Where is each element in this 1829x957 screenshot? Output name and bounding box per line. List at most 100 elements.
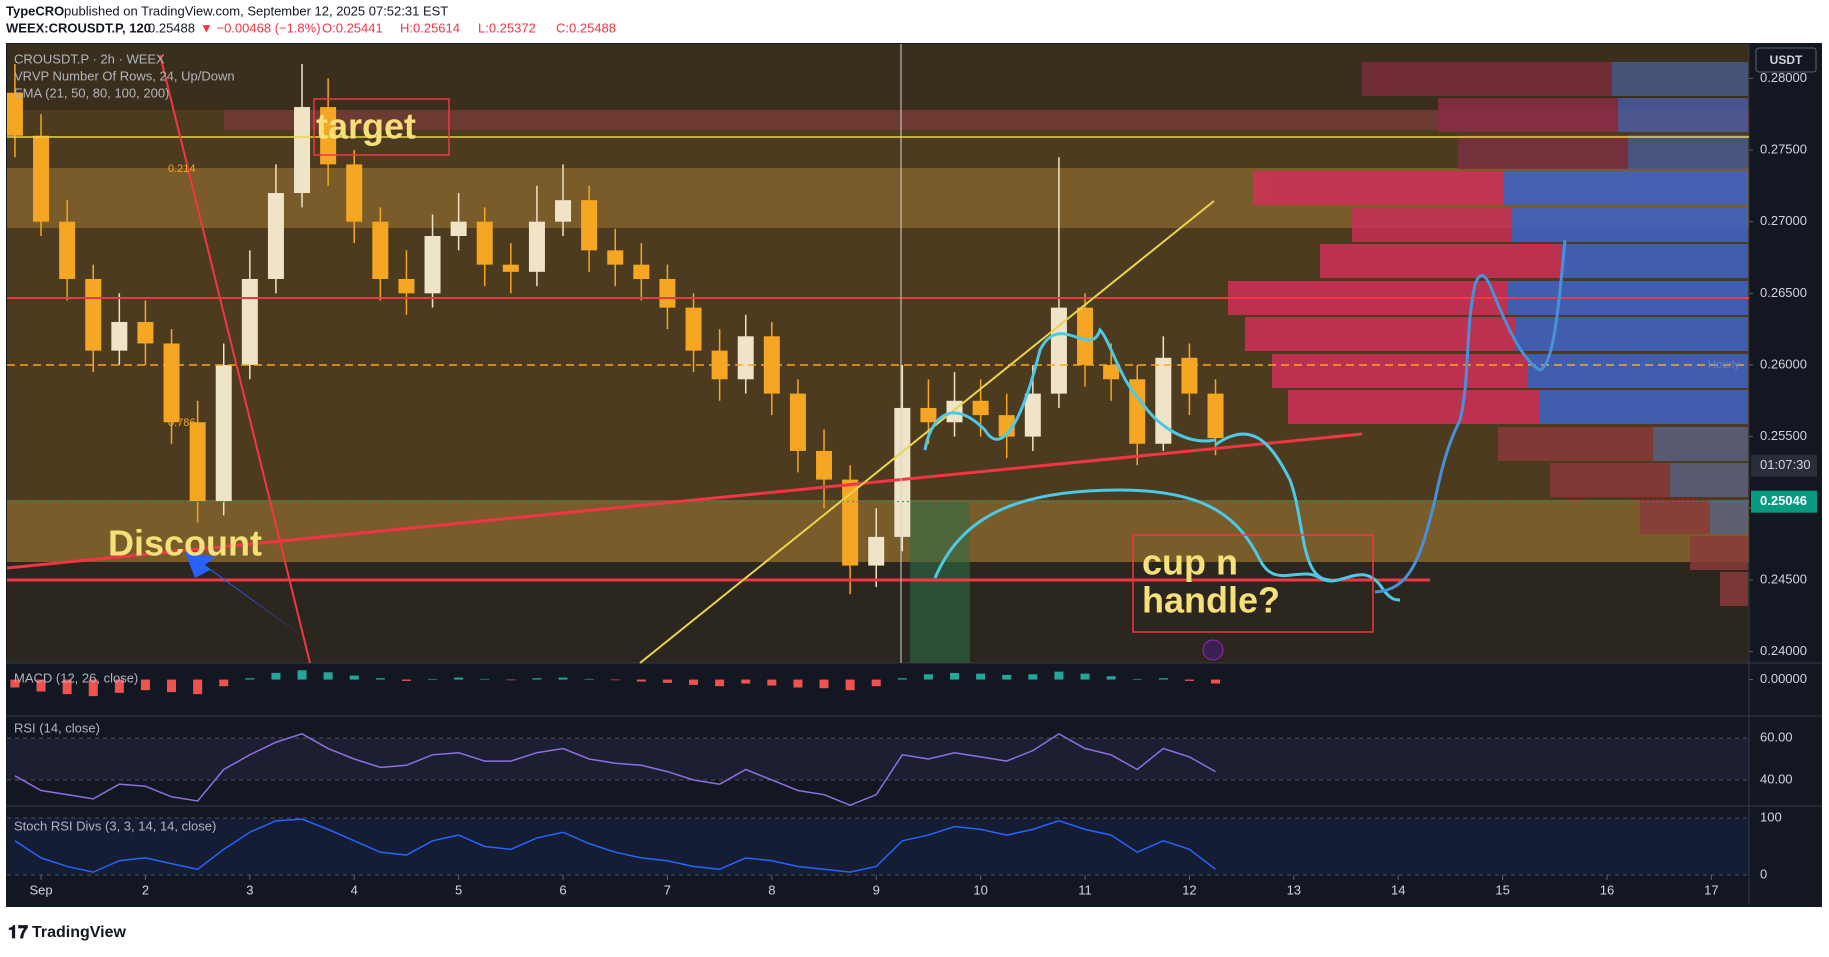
macd-bar: [1080, 673, 1090, 680]
candle-body: [1024, 393, 1041, 437]
macd-bar: [767, 679, 777, 686]
candle-body: [737, 336, 754, 380]
candle-body: [33, 135, 50, 222]
candle-body: [59, 221, 76, 279]
macd-bar: [1211, 679, 1221, 684]
candle-body: [241, 278, 258, 365]
x-tick-label: 2: [142, 882, 149, 897]
macd-bar: [114, 679, 124, 693]
vp-row: [1670, 463, 1748, 497]
candle-body: [215, 364, 232, 502]
y-tick-label: 0.26000: [1760, 356, 1807, 371]
vp-row: [1458, 135, 1628, 169]
annotation: handle?: [1142, 580, 1280, 621]
vp-row: [1245, 317, 1515, 351]
macd-bar: [584, 678, 594, 680]
vp-row: [1515, 317, 1748, 351]
macd-bar: [506, 679, 516, 681]
change: ▼ −0.00468 (−1.8%): [200, 20, 321, 35]
macd-bar: [10, 679, 20, 688]
trend-line: [159, 54, 311, 664]
annotation: cup n: [1142, 542, 1238, 583]
y-tick-label: 0.24000: [1760, 643, 1807, 658]
zone: [910, 502, 970, 663]
candle-body: [424, 236, 441, 294]
vp-row: [1562, 244, 1748, 278]
pane-title: Stoch RSI Divs (3, 3, 14, 14, close): [14, 818, 216, 833]
macd-bar: [636, 679, 646, 682]
vp-row: [1640, 500, 1710, 534]
x-tick-label: 15: [1495, 882, 1509, 897]
macd-bar: [323, 672, 333, 680]
candle-body: [1207, 393, 1224, 439]
pane-band: [7, 817, 1749, 875]
candle-body: [868, 536, 885, 566]
x-tick-label: Sep: [29, 882, 52, 897]
legend-text: EMA (21, 50, 80, 100, 200): [14, 85, 169, 100]
macd-bar: [558, 677, 568, 680]
wave-drawing: [923, 327, 1216, 451]
event-icon: [1202, 639, 1224, 661]
candle-body: [972, 400, 989, 416]
trend-line: [6, 432, 1363, 570]
macd-bar: [1002, 674, 1012, 680]
macd-bar: [532, 678, 542, 680]
candle-body: [294, 107, 311, 194]
vp-row: [1362, 62, 1612, 96]
candle-body: [816, 450, 833, 480]
vp-row: [1503, 171, 1748, 205]
y-tick-label: 0.27000: [1760, 213, 1807, 228]
currency-button[interactable]: [1755, 47, 1817, 73]
annotation: target: [316, 106, 416, 147]
macd-bar: [793, 679, 803, 688]
candle-body: [894, 407, 911, 537]
macd-bar: [662, 679, 672, 683]
x-tick-label: 11: [1078, 882, 1092, 897]
symbol: WEEX:CROUSDT.P, 120: [6, 20, 151, 35]
macd-bar: [871, 679, 881, 687]
vp-row: [1690, 536, 1748, 570]
candle-body: [1077, 307, 1094, 365]
vp-row: [1253, 171, 1503, 205]
candle-body: [659, 278, 676, 308]
candle-body: [1181, 357, 1198, 394]
legend-text: CROUSDT.P · 2h · WEEX: [14, 51, 165, 66]
candle-body: [189, 422, 206, 502]
x-tick-label: 16: [1600, 882, 1614, 897]
cup-box: [1132, 534, 1374, 633]
handle-drawing: [1214, 432, 1331, 582]
candle-body: [137, 321, 154, 344]
indicator-line: [14, 732, 1216, 806]
y-tick-label: 100: [1760, 809, 1782, 824]
y-tick-label: 0.24500: [1760, 571, 1807, 586]
vp-row: [1272, 354, 1527, 388]
macd-bar: [845, 679, 855, 691]
macd-bar: [1184, 679, 1194, 681]
candle-body: [842, 479, 859, 566]
projection-drawing: [1374, 239, 1567, 594]
macd-bar: [88, 679, 98, 697]
macd-bar: [193, 679, 203, 695]
x-tick-label: 13: [1287, 882, 1301, 897]
candle-body: [398, 278, 415, 294]
target-box: [313, 98, 450, 156]
x-tick-label: 8: [768, 882, 775, 897]
macd-bar: [923, 674, 933, 680]
published: published on TradingView.com, September …: [64, 3, 448, 18]
zone: [7, 562, 1749, 663]
macd-bar: [1054, 671, 1064, 680]
brand: TradingView: [32, 924, 127, 941]
vp-row: [1612, 62, 1748, 96]
ohlc: L:0.25372: [478, 20, 536, 35]
zone: [224, 110, 1749, 130]
macd-bar: [1106, 676, 1116, 680]
currency[interactable]: USDT: [1770, 53, 1803, 67]
vp-row: [1550, 463, 1670, 497]
cup-drawing: [933, 488, 1401, 602]
countdown-tag: [1751, 454, 1817, 477]
macd-bar: [401, 679, 411, 681]
vp-row: [1527, 354, 1748, 388]
macd-bar: [62, 679, 72, 695]
x-tick-label: 17: [1704, 882, 1718, 897]
